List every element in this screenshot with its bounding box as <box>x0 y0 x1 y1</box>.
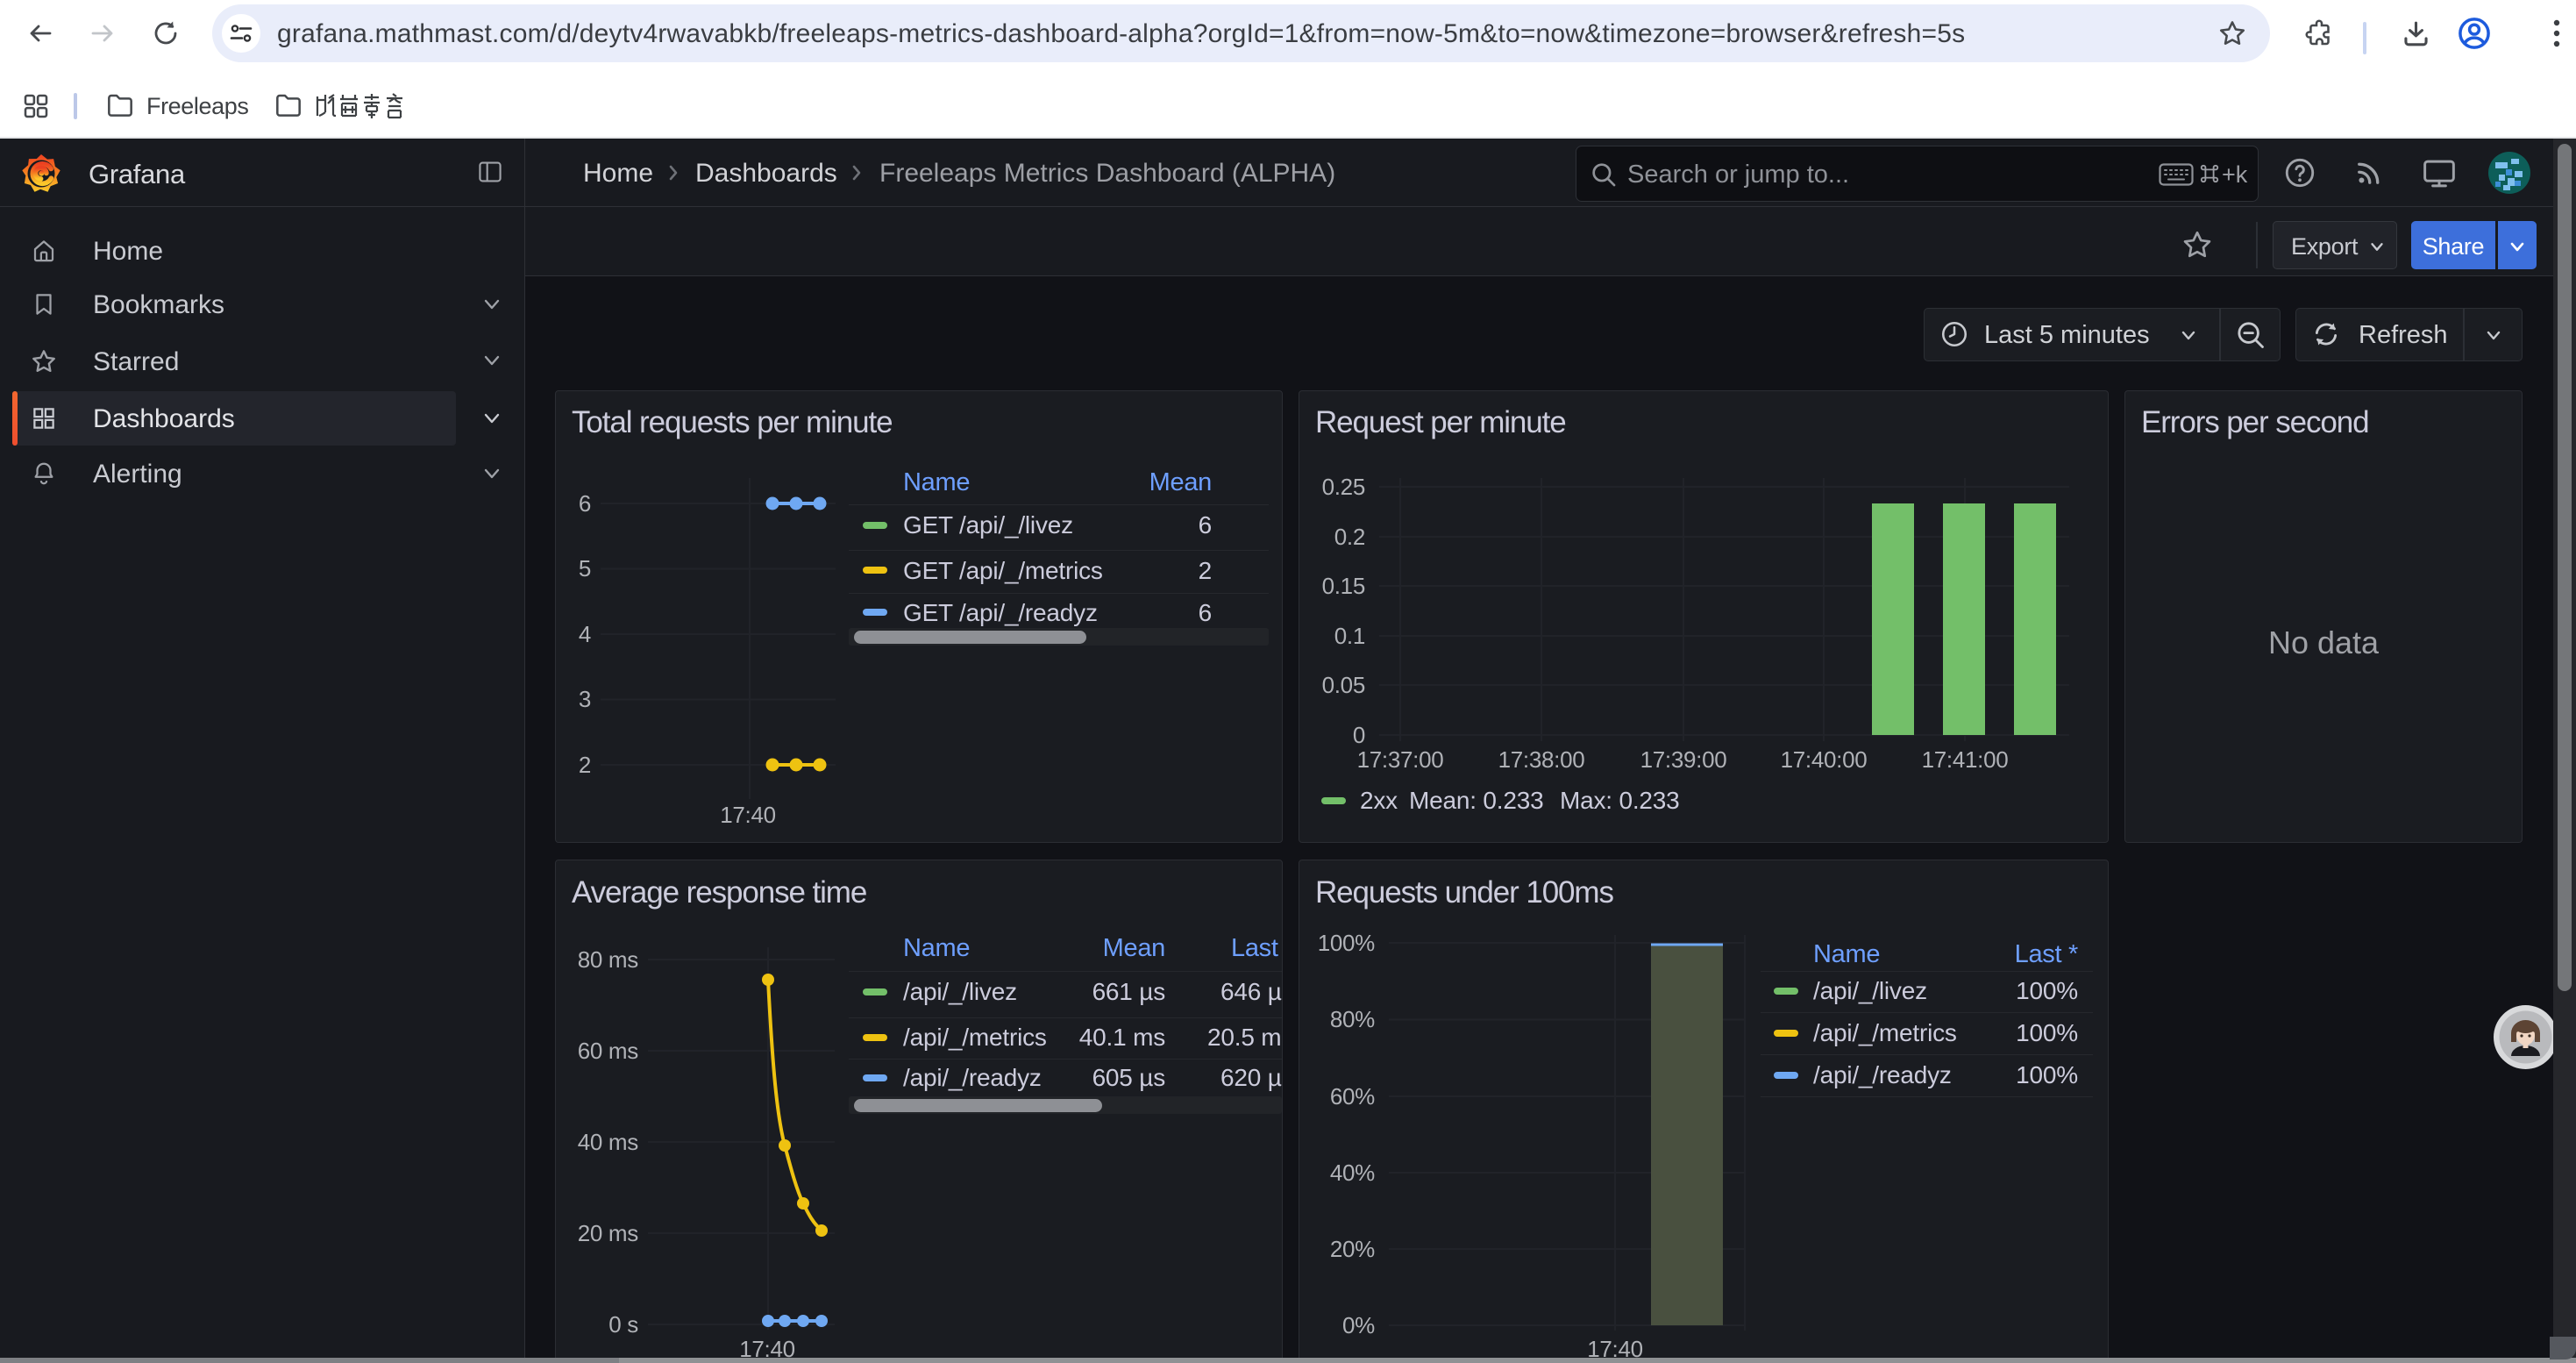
svg-text:0: 0 <box>1353 722 1365 748</box>
svg-text:17:40:00: 17:40:00 <box>1781 746 1868 773</box>
svg-text:0.15: 0.15 <box>1322 573 1365 599</box>
svg-text:60 ms: 60 ms <box>578 1038 639 1064</box>
svg-text:100%: 100% <box>1318 930 1375 956</box>
svg-text:6: 6 <box>579 490 591 517</box>
svg-text:5: 5 <box>579 555 591 582</box>
svg-text:17:40: 17:40 <box>720 802 776 828</box>
svg-text:3: 3 <box>579 686 591 712</box>
svg-text:80 ms: 80 ms <box>578 946 639 973</box>
svg-text:0 s: 0 s <box>608 1311 638 1338</box>
svg-text:40 ms: 40 ms <box>578 1129 639 1155</box>
svg-text:0.1: 0.1 <box>1334 623 1365 649</box>
svg-text:80%: 80% <box>1330 1006 1375 1032</box>
svg-text:20 ms: 20 ms <box>578 1220 639 1246</box>
svg-text:17:37:00: 17:37:00 <box>1357 746 1444 773</box>
svg-text:2: 2 <box>579 752 591 778</box>
svg-text:0.2: 0.2 <box>1334 524 1365 550</box>
svg-text:0.25: 0.25 <box>1322 474 1365 500</box>
svg-text:40%: 40% <box>1330 1160 1375 1186</box>
svg-text:17:38:00: 17:38:00 <box>1498 746 1585 773</box>
svg-text:0%: 0% <box>1342 1312 1375 1338</box>
svg-text:0.05: 0.05 <box>1322 672 1365 698</box>
svg-text:4: 4 <box>579 621 591 647</box>
svg-text:17:39:00: 17:39:00 <box>1640 746 1727 773</box>
svg-text:20%: 20% <box>1330 1236 1375 1262</box>
svg-text:60%: 60% <box>1330 1083 1375 1110</box>
svg-text:17:41:00: 17:41:00 <box>1922 746 2009 773</box>
